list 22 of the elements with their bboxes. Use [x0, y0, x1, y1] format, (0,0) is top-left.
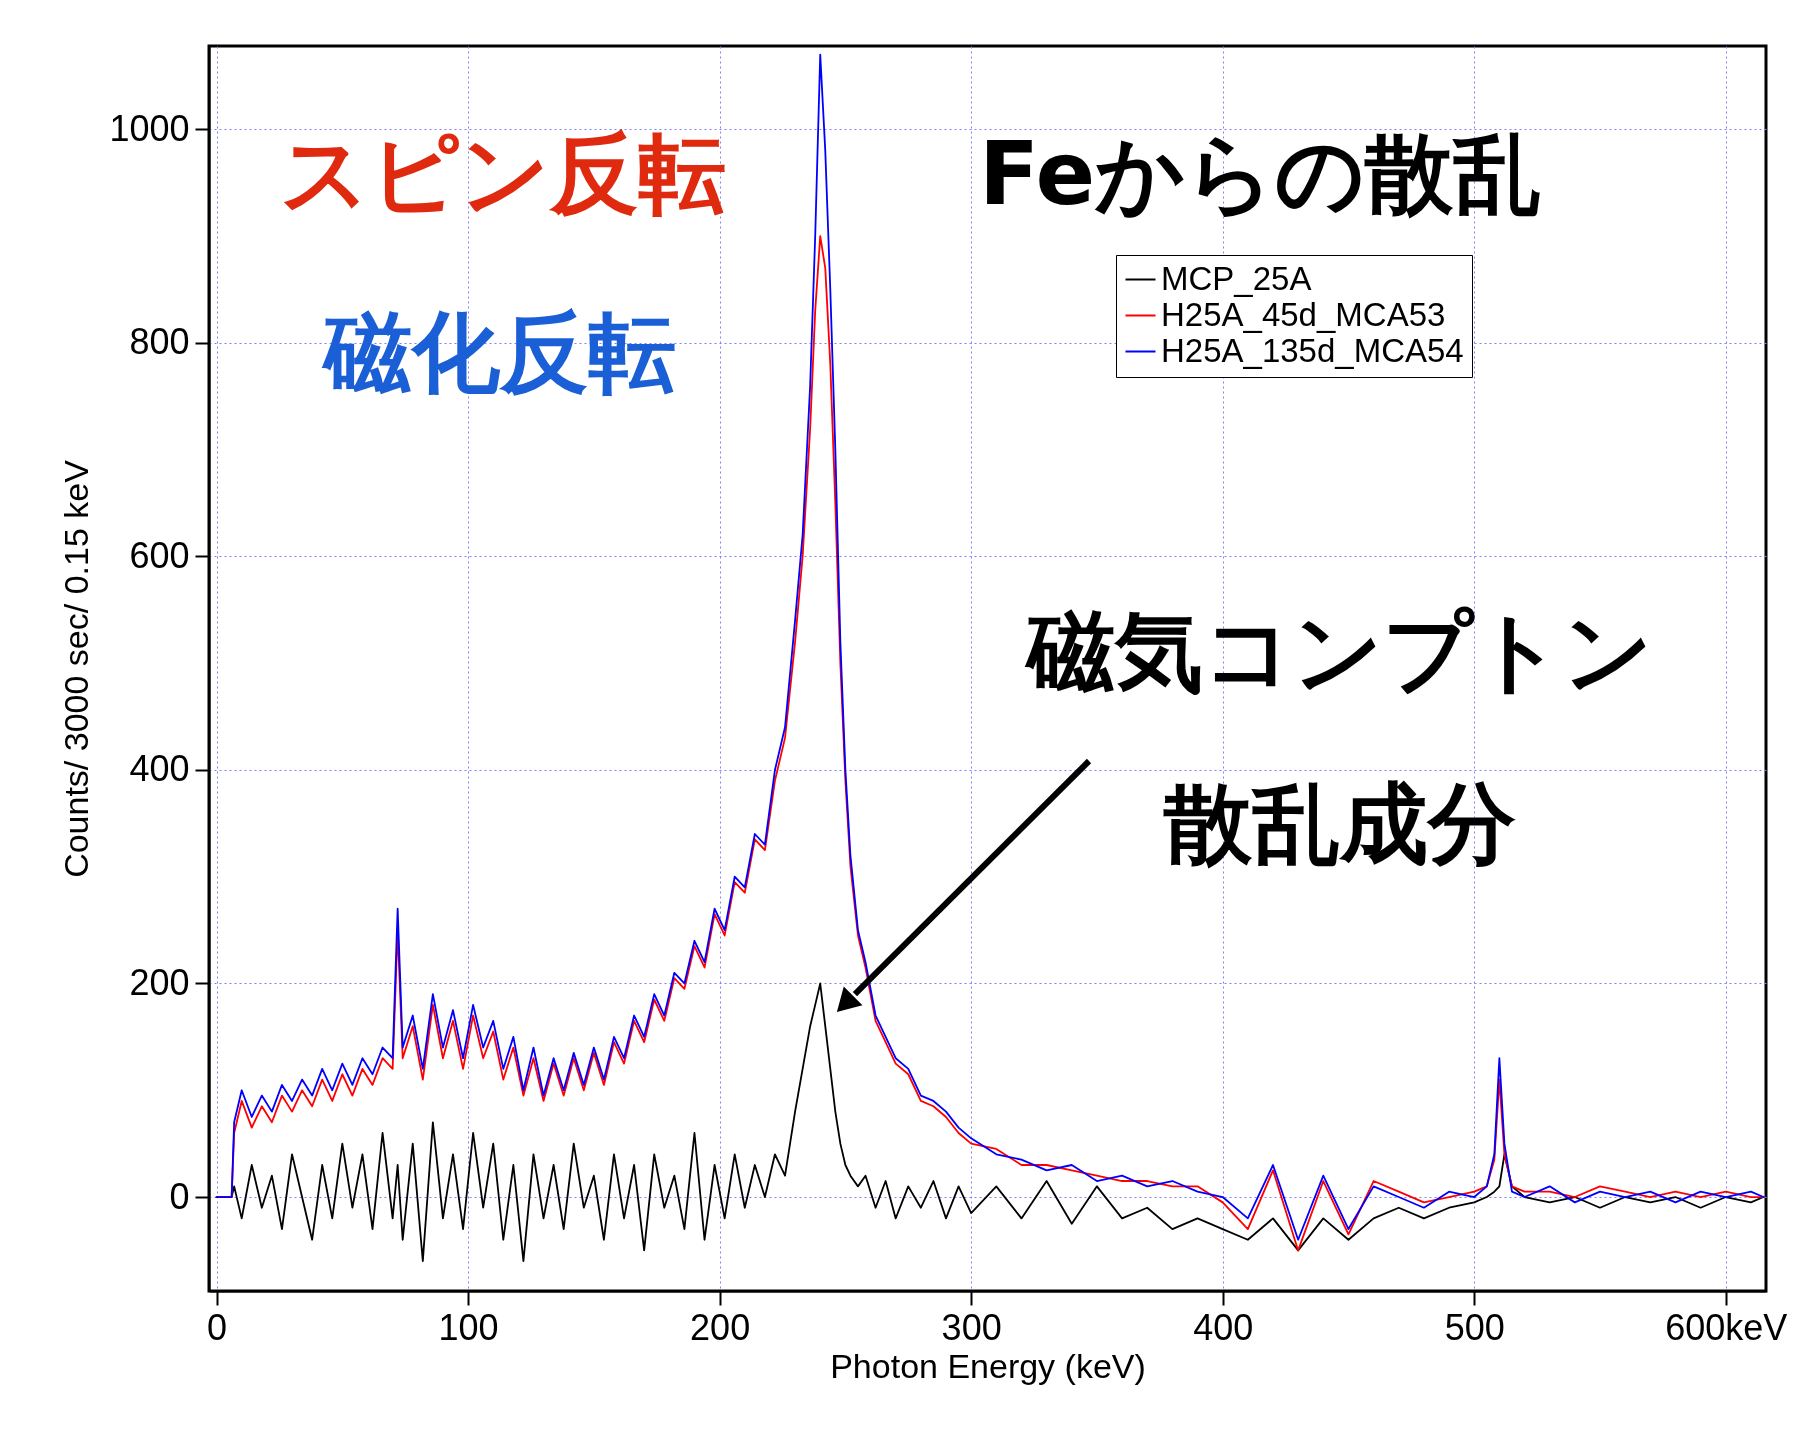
y-tick-label: 800	[129, 321, 190, 363]
annotation: 磁化反転	[321, 301, 676, 404]
x-tick-label: 400	[1193, 1306, 1254, 1348]
y-axis-title: Counts/ 3000 sec/ 0.15 keV	[57, 459, 96, 878]
annotation: 散乱成分	[1163, 772, 1516, 875]
x-tick-label: 500	[1444, 1306, 1505, 1348]
line-series	[215, 53, 1765, 1241]
annotation: Feからの散乱	[978, 122, 1542, 225]
x-tick-label: 300	[941, 1306, 1002, 1348]
y-tick-label: 600	[129, 534, 190, 576]
y-tick-label: 1000	[109, 107, 190, 149]
y-tick-label: 200	[129, 961, 190, 1003]
x-tick-label: 600keV	[1665, 1306, 1788, 1348]
x-tick-label: 200	[690, 1306, 751, 1348]
annotation: スピン反転	[280, 122, 726, 225]
legend-label: MCP_25A	[1161, 259, 1312, 297]
x-axis-title: Photon Energy (keV)	[830, 1346, 1146, 1385]
annotation: 磁気コンプトン	[1024, 600, 1653, 703]
y-tick-label: 0	[169, 1175, 190, 1217]
x-tick-label: 0	[207, 1306, 228, 1348]
x-tick-label: 100	[438, 1306, 499, 1348]
y-tick-label: 400	[129, 748, 190, 790]
